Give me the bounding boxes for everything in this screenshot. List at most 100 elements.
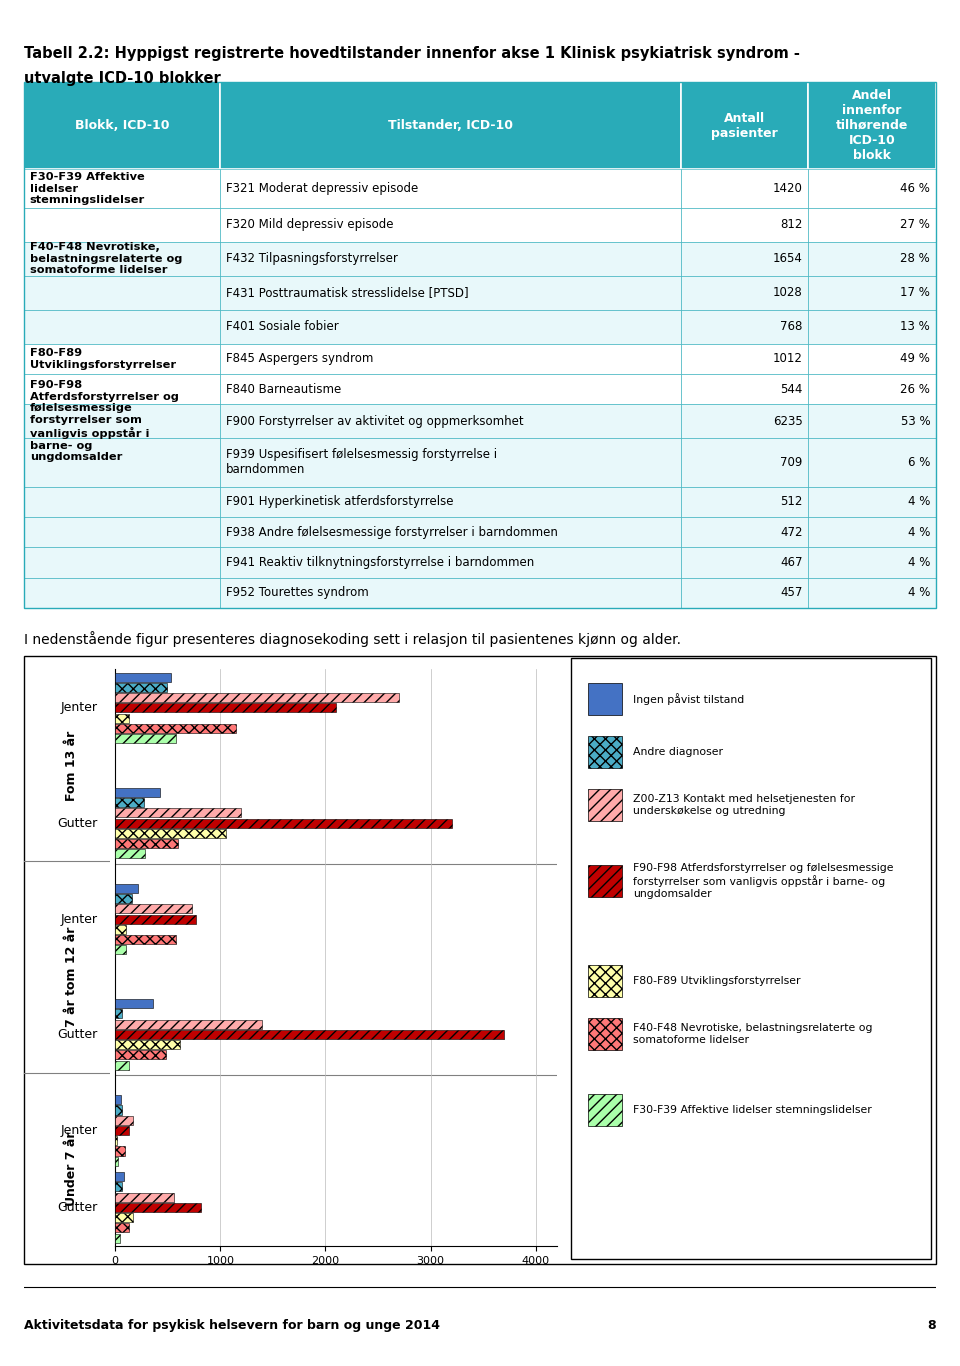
Bar — [115, 895, 132, 903]
Text: Blokk, ICD-10: Blokk, ICD-10 — [75, 119, 169, 133]
Text: 1654: 1654 — [773, 253, 803, 265]
FancyBboxPatch shape — [681, 82, 808, 169]
Bar — [220, 374, 681, 404]
Text: Gutter: Gutter — [58, 1201, 98, 1214]
Text: 812: 812 — [780, 219, 803, 231]
Text: Gutter: Gutter — [58, 1029, 98, 1041]
Bar — [24, 486, 220, 516]
Bar — [115, 1172, 124, 1182]
Text: 53 %: 53 % — [900, 415, 930, 428]
Bar — [571, 658, 931, 1259]
Bar — [115, 1019, 262, 1029]
Text: Under 7 år: Under 7 år — [65, 1131, 78, 1206]
Bar — [808, 344, 936, 374]
Bar — [220, 438, 681, 486]
Bar — [115, 734, 177, 743]
Text: 1028: 1028 — [773, 287, 803, 299]
Bar — [115, 884, 138, 893]
Text: Ingen påvist tilstand: Ingen påvist tilstand — [633, 693, 744, 705]
Text: F401 Sosiale fobier: F401 Sosiale fobier — [226, 320, 339, 333]
Bar — [24, 656, 936, 1264]
Bar — [220, 578, 681, 608]
Text: F900 Forstyrrelser av aktivitet og oppmerksomhet: F900 Forstyrrelser av aktivitet og oppme… — [226, 415, 523, 428]
Text: Fom 13 år: Fom 13 år — [65, 731, 78, 800]
Text: 49 %: 49 % — [900, 352, 930, 365]
Text: 4 %: 4 % — [908, 526, 930, 538]
Bar — [115, 925, 126, 934]
Text: 8: 8 — [927, 1318, 936, 1332]
Bar — [115, 693, 399, 702]
Text: 544: 544 — [780, 382, 803, 396]
Bar — [115, 1146, 125, 1156]
Text: utvalgte ICD-10 blokker: utvalgte ICD-10 blokker — [24, 71, 221, 86]
Bar — [681, 486, 808, 516]
Bar — [115, 1203, 202, 1212]
Bar — [808, 548, 936, 578]
Bar — [808, 242, 936, 276]
Bar — [115, 1050, 166, 1060]
Bar — [588, 1094, 622, 1127]
Text: 46 %: 46 % — [900, 182, 930, 195]
Bar — [24, 242, 220, 276]
FancyBboxPatch shape — [808, 82, 936, 169]
Bar — [115, 1137, 117, 1145]
Bar — [588, 736, 622, 768]
Bar — [681, 344, 808, 374]
Bar — [115, 945, 126, 955]
Bar — [115, 1060, 129, 1070]
Text: F938 Andre følelsesmessige forstyrrelser i barndommen: F938 Andre følelsesmessige forstyrrelser… — [226, 526, 558, 538]
Bar — [220, 276, 681, 310]
Text: 28 %: 28 % — [900, 253, 930, 265]
Bar — [115, 1040, 180, 1049]
Text: Tabell 2.2: Hyppigst registrerte hovedtilstander innenfor akse 1 Klinisk psykiat: Tabell 2.2: Hyppigst registrerte hovedti… — [24, 46, 800, 61]
Bar — [115, 713, 129, 723]
Bar — [681, 242, 808, 276]
Text: 13 %: 13 % — [900, 320, 930, 333]
Bar — [681, 310, 808, 344]
Text: 4 %: 4 % — [908, 586, 930, 600]
Bar — [681, 578, 808, 608]
Bar — [24, 310, 220, 344]
Bar — [115, 1116, 133, 1124]
Bar — [24, 548, 220, 578]
Text: F30-F39 Affektive lidelser stemningslidelser: F30-F39 Affektive lidelser stemningslide… — [633, 1105, 872, 1115]
Text: 6 %: 6 % — [908, 456, 930, 469]
Text: F431 Posttraumatisk stresslidelse [PTSD]: F431 Posttraumatisk stresslidelse [PTSD] — [226, 287, 468, 299]
Bar — [808, 578, 936, 608]
FancyBboxPatch shape — [24, 82, 220, 169]
Text: F321 Moderat depressiv episode: F321 Moderat depressiv episode — [226, 182, 419, 195]
Bar — [24, 374, 220, 404]
Text: Andel
innenfor
tilhørende
ICD-10
blokk: Andel innenfor tilhørende ICD-10 blokk — [836, 89, 908, 163]
Bar — [220, 310, 681, 344]
Bar — [115, 788, 160, 796]
Text: Gutter: Gutter — [58, 817, 98, 829]
Text: F432 Tilpasningsforstyrrelser: F432 Tilpasningsforstyrrelser — [226, 253, 397, 265]
Text: 467: 467 — [780, 556, 803, 568]
Bar — [220, 404, 681, 438]
Text: 768: 768 — [780, 320, 803, 333]
Text: Jenter: Jenter — [60, 1124, 98, 1137]
Bar — [115, 904, 192, 914]
Bar — [220, 516, 681, 548]
Text: F30-F39 Affektive
lidelser
stemningslidelser: F30-F39 Affektive lidelser stemningslide… — [30, 172, 145, 205]
Text: I nedenstående figur presenteres diagnosekoding sett i relasjon til pasientenes : I nedenstående figur presenteres diagnos… — [24, 631, 681, 647]
Bar — [681, 548, 808, 578]
Bar — [115, 798, 144, 807]
Bar — [220, 344, 681, 374]
Text: 7 år tom 12 år: 7 år tom 12 år — [65, 926, 78, 1027]
Bar — [115, 915, 196, 923]
Bar — [24, 578, 220, 608]
Bar — [115, 809, 241, 817]
Text: F939 Uspesifisert følelsesmessig forstyrrelse i
barndommen: F939 Uspesifisert følelsesmessig forstyr… — [226, 448, 497, 477]
Bar — [808, 516, 936, 548]
Text: Aktivitetsdata for psykisk helsevern for barn og unge 2014: Aktivitetsdata for psykisk helsevern for… — [24, 1318, 440, 1332]
Text: 457: 457 — [780, 586, 803, 600]
FancyBboxPatch shape — [220, 82, 681, 169]
Bar — [681, 276, 808, 310]
Bar — [24, 82, 936, 608]
Bar — [24, 516, 220, 548]
Text: F90-F98 Atferdsforstyrrelser og følelsesmessige
forstyrrelser som vanligvis opps: F90-F98 Atferdsforstyrrelser og følelses… — [633, 863, 893, 899]
Text: F845 Aspergers syndrom: F845 Aspergers syndrom — [226, 352, 373, 365]
Text: 1420: 1420 — [773, 182, 803, 195]
Text: F80-F89
Utviklingsforstyrrelser: F80-F89 Utviklingsforstyrrelser — [30, 348, 176, 370]
